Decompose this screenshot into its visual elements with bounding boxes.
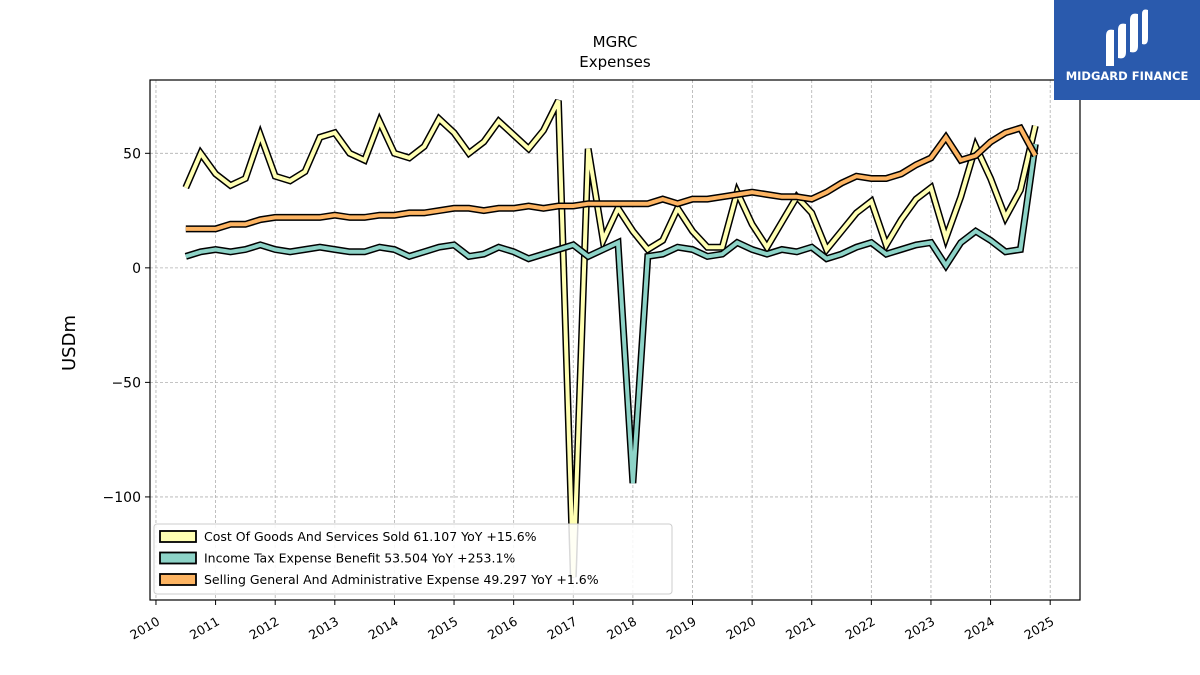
legend-item: Cost Of Goods And Services Sold 61.107 Y… [159,529,537,544]
brand-logo: MIDGARD FINANCE [1054,0,1200,100]
legend-item: Income Tax Expense Benefit 53.504 YoY +2… [159,551,515,566]
x-tick-label: 2020 [723,614,758,643]
y-tick-label: 50 [123,146,141,162]
plot-area-frame [149,79,1081,601]
x-tick-label: 2012 [246,614,281,643]
series-line [185,125,1038,231]
midgard-logo-icon [1106,9,1148,67]
series-lines [182,99,1039,578]
y-tick-label: −100 [103,490,141,506]
x-tick-label: 2015 [425,614,460,643]
legend-item: Selling General And Administrative Expen… [159,572,599,587]
x-tick-label: 2011 [187,614,222,643]
series-line [183,99,1038,578]
legend-swatch [159,551,197,565]
x-tick-label: 2018 [604,614,639,643]
series-line-2 [185,123,1039,233]
legend-swatch [159,530,197,543]
x-tick-label: 2013 [306,614,341,643]
series-line-1 [184,143,1039,484]
brand-name: MIDGARD FINANCE [1065,69,1189,83]
x-tick-label: 2017 [545,614,580,643]
legend-box [153,523,673,595]
chart-subtitle: Expenses [579,53,651,71]
y-tick-label: −50 [111,375,141,391]
grid-lines [150,80,1080,600]
series-outline [184,143,1039,484]
x-tick-label: 2022 [843,614,878,643]
x-tick-label: 2010 [127,614,162,643]
legend-label: Selling General And Administrative Expen… [204,572,599,587]
x-tick-label: 2014 [366,614,401,643]
legend: Cost Of Goods And Services Sold 61.107 Y… [153,523,673,595]
x-tick-label: 2021 [783,614,818,643]
x-tick-label: 2025 [1021,614,1056,643]
legend-label: Income Tax Expense Benefit 53.504 YoY +2… [204,551,515,566]
x-tick-label: 2024 [962,614,997,643]
series-line [185,143,1038,484]
legend-swatch [159,573,197,586]
chart-title: MGRC [593,33,638,51]
y-tick-label: 0 [132,261,141,277]
y-axis-label: USDm [59,315,80,371]
x-tick-label: 2023 [902,614,937,643]
legend-label: Cost Of Goods And Services Sold 61.107 Y… [204,529,537,544]
x-tick-label: 2016 [485,614,520,643]
x-tick-label: 2019 [664,614,699,643]
series-line-0 [182,99,1039,578]
